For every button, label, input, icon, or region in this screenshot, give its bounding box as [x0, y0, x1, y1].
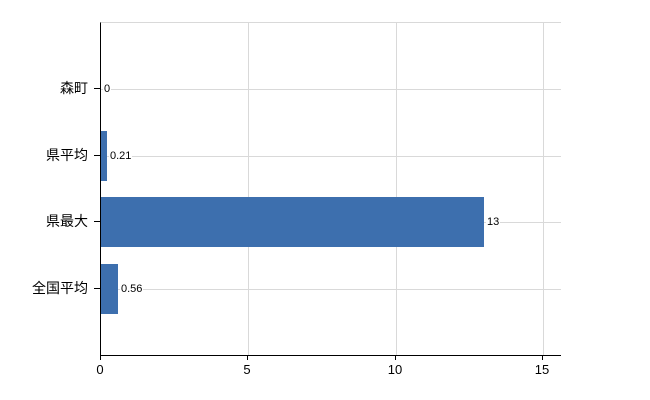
x-axis-tick-label: 5: [243, 362, 251, 377]
gridline-vertical: [396, 23, 397, 355]
y-axis-category-label: 県平均: [46, 147, 88, 163]
x-axis-tick-label: 15: [534, 362, 550, 377]
gridline-vertical: [543, 23, 544, 355]
bar-value-label: 0.21: [109, 149, 133, 163]
bar: [101, 197, 484, 247]
gridline-horizontal: [101, 89, 561, 90]
y-axis-tick: [94, 221, 100, 222]
x-axis-tick: [247, 355, 248, 360]
y-axis-category-label: 県最大: [46, 213, 88, 229]
gridline-horizontal: [101, 289, 561, 290]
x-axis-tick: [542, 355, 543, 360]
x-axis-tick-label: 0: [96, 362, 104, 377]
bar: [101, 264, 118, 314]
bar: [101, 131, 107, 181]
y-axis-tick: [94, 88, 100, 89]
y-axis-category-label: 森町: [60, 80, 88, 96]
x-axis-tick-label: 10: [387, 362, 403, 377]
plot-area: 0 0.21 13 0.56: [100, 22, 561, 356]
y-axis-tick: [94, 288, 100, 289]
bar-value-label: 0: [103, 82, 112, 96]
gridline-horizontal: [101, 156, 561, 157]
x-axis-tick: [395, 355, 396, 360]
y-axis-category-label: 全国平均: [32, 280, 88, 296]
gridline-vertical: [248, 23, 249, 355]
bar-value-label: 0.56: [120, 282, 144, 296]
bar-value-label: 13: [486, 215, 501, 229]
y-axis-tick: [94, 155, 100, 156]
x-axis-tick: [100, 355, 101, 360]
